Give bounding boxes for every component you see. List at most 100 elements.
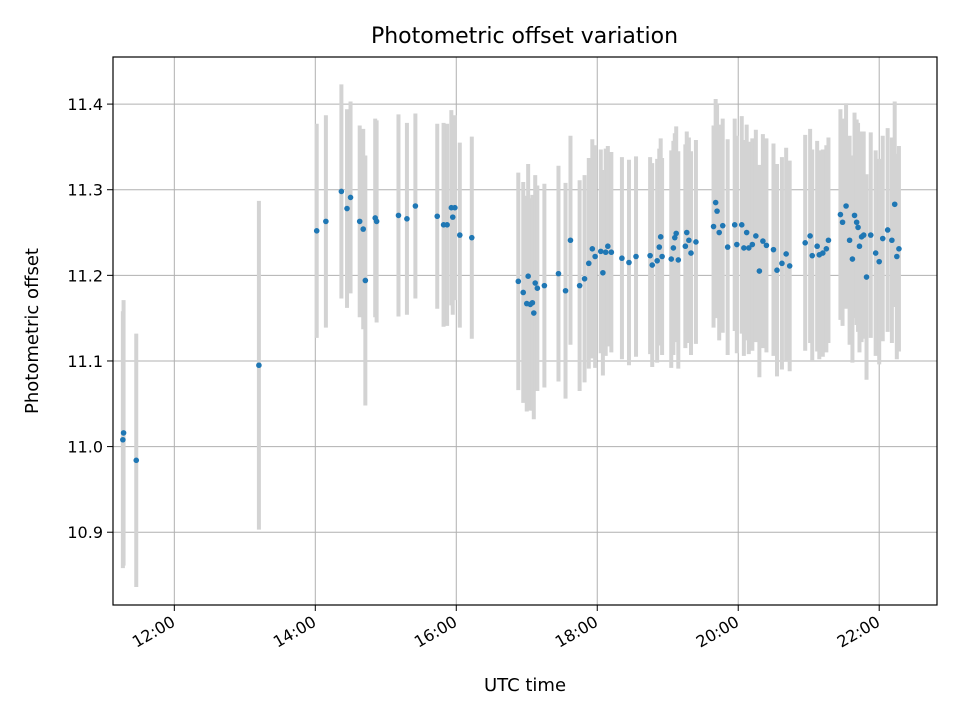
plot-frame bbox=[112, 56, 938, 606]
data-point bbox=[843, 203, 849, 209]
data-point bbox=[716, 229, 722, 236]
data-point bbox=[456, 232, 463, 238]
data-point bbox=[749, 241, 756, 248]
data-point bbox=[541, 282, 548, 289]
y-axis-label: Photometric offset bbox=[22, 248, 43, 414]
data-point bbox=[654, 257, 660, 264]
data-point bbox=[876, 258, 883, 265]
data-point bbox=[823, 246, 830, 252]
data-point bbox=[802, 240, 808, 246]
point-layer bbox=[120, 188, 902, 464]
data-point bbox=[656, 244, 663, 250]
data-point bbox=[693, 239, 699, 245]
data-point bbox=[814, 243, 820, 250]
data-point bbox=[347, 194, 354, 201]
data-point bbox=[626, 259, 632, 266]
data-point bbox=[825, 237, 832, 244]
data-point bbox=[807, 233, 813, 239]
data-point bbox=[670, 245, 677, 251]
data-point bbox=[605, 243, 611, 250]
data-point bbox=[867, 232, 874, 238]
data-point bbox=[649, 262, 656, 268]
data-point bbox=[851, 212, 858, 219]
data-point bbox=[839, 219, 846, 226]
y-tick-label: 10.9 bbox=[67, 523, 103, 542]
data-point bbox=[743, 229, 750, 236]
data-point bbox=[753, 233, 759, 239]
data-point bbox=[657, 234, 664, 240]
data-point bbox=[719, 222, 726, 229]
data-point bbox=[889, 237, 895, 244]
data-point bbox=[600, 269, 606, 276]
data-point bbox=[855, 224, 861, 231]
data-point bbox=[619, 255, 625, 262]
data-point bbox=[688, 250, 694, 256]
data-point bbox=[531, 310, 537, 316]
data-point bbox=[734, 241, 740, 248]
data-point bbox=[449, 214, 456, 220]
data-point bbox=[532, 280, 539, 286]
data-point bbox=[444, 222, 450, 228]
data-point bbox=[534, 285, 541, 291]
data-point bbox=[673, 230, 679, 237]
data-point bbox=[323, 218, 329, 225]
data-point bbox=[731, 222, 738, 228]
data-point bbox=[434, 213, 441, 220]
data-point bbox=[592, 253, 598, 260]
data-point bbox=[529, 299, 536, 306]
data-point bbox=[896, 246, 902, 252]
data-point bbox=[256, 362, 262, 369]
y-tick-label: 11.0 bbox=[67, 438, 103, 457]
data-point bbox=[741, 245, 747, 251]
data-point bbox=[525, 273, 531, 280]
chart-title: Photometric offset variation bbox=[371, 24, 678, 49]
data-point bbox=[894, 253, 900, 260]
data-point bbox=[585, 260, 592, 267]
data-point bbox=[597, 248, 604, 255]
data-point bbox=[671, 234, 678, 241]
y-tick-label: 11.3 bbox=[67, 181, 103, 200]
data-point bbox=[668, 256, 675, 262]
data-point bbox=[515, 278, 522, 285]
data-point bbox=[133, 457, 140, 464]
data-point bbox=[714, 208, 720, 214]
data-point bbox=[520, 289, 527, 296]
data-point bbox=[853, 219, 860, 226]
data-point bbox=[891, 201, 898, 208]
data-point bbox=[120, 430, 127, 436]
data-point bbox=[412, 203, 419, 209]
data-point bbox=[647, 252, 653, 259]
data-point bbox=[846, 237, 853, 244]
data-point bbox=[659, 253, 665, 260]
data-point bbox=[760, 238, 766, 244]
data-point bbox=[724, 244, 731, 250]
data-point bbox=[809, 252, 816, 259]
data-point bbox=[682, 243, 689, 250]
data-point bbox=[863, 274, 870, 280]
data-point bbox=[783, 251, 789, 257]
data-point bbox=[608, 249, 615, 256]
data-point bbox=[602, 249, 609, 256]
data-point bbox=[779, 260, 785, 267]
data-point bbox=[404, 216, 410, 222]
data-point bbox=[763, 242, 770, 249]
data-point bbox=[860, 232, 867, 238]
data-point bbox=[884, 227, 891, 233]
data-point bbox=[362, 277, 369, 284]
data-point bbox=[555, 270, 562, 277]
data-point bbox=[745, 245, 752, 251]
data-point bbox=[837, 211, 844, 218]
y-tick-label: 11.1 bbox=[67, 352, 103, 371]
data-point bbox=[344, 205, 350, 212]
data-point bbox=[356, 218, 363, 225]
data-point bbox=[774, 267, 780, 274]
data-point bbox=[786, 263, 793, 269]
data-point bbox=[395, 212, 402, 219]
data-point bbox=[820, 250, 826, 256]
data-point bbox=[712, 199, 719, 206]
data-point bbox=[633, 253, 639, 260]
data-point bbox=[338, 188, 345, 195]
